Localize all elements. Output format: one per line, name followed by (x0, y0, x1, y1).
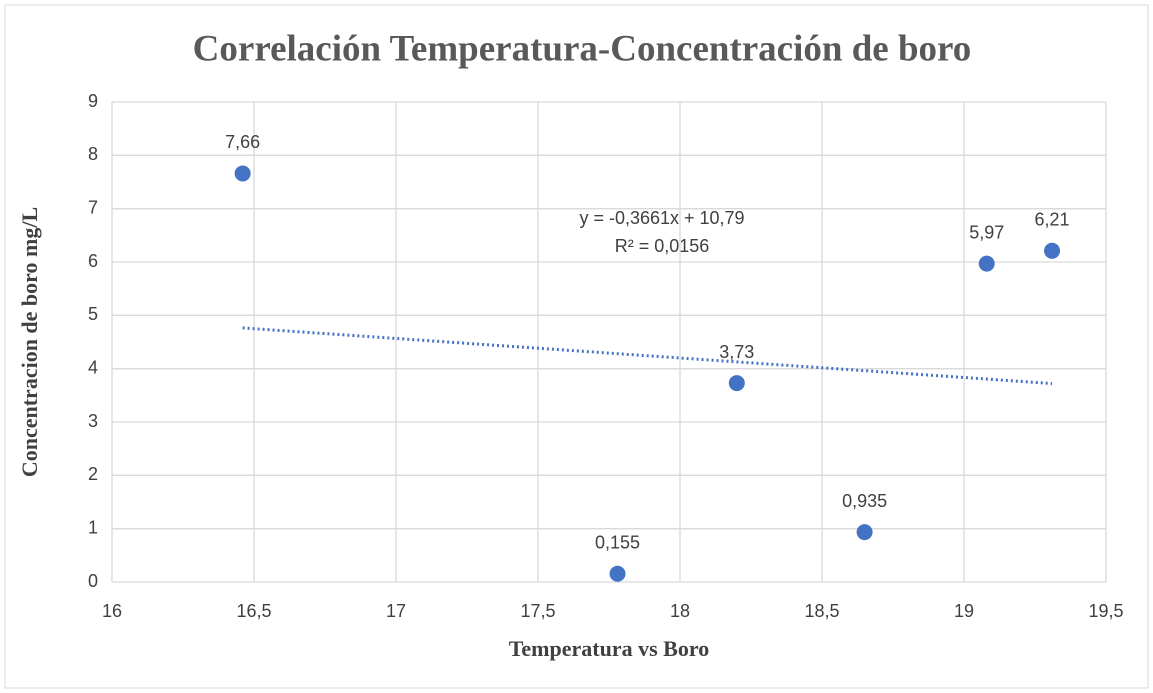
y-tick-label: 9 (88, 91, 98, 111)
y-tick-label: 5 (88, 304, 98, 324)
y-tick-label: 3 (88, 411, 98, 431)
data-label: 3,73 (719, 342, 754, 362)
y-tick-label: 1 (88, 517, 98, 537)
x-tick-label: 18,5 (804, 601, 839, 621)
x-tick-label: 18 (670, 601, 690, 621)
x-tick-label: 16 (102, 601, 122, 621)
x-tick-label: 19,5 (1088, 601, 1123, 621)
y-tick-label: 0 (88, 571, 98, 591)
chart-title: Correlación Temperatura-Concentración de… (193, 28, 972, 69)
data-label: 0,935 (842, 491, 887, 511)
x-tick-label: 17 (386, 601, 406, 621)
trendline (242, 326, 1053, 386)
trendline-equation: y = -0,3661x + 10,79 (579, 208, 744, 228)
y-tick-label: 8 (88, 144, 98, 164)
x-tick-label: 16,5 (236, 601, 271, 621)
point (1044, 242, 1061, 259)
x-axis-label: Temperatura vs Boro (509, 636, 709, 661)
point (609, 565, 626, 582)
point (978, 255, 995, 272)
chart-border (4, 4, 1149, 689)
point (856, 524, 873, 541)
data-label: 0,155 (595, 532, 640, 552)
data-label: 5,97 (969, 222, 1004, 242)
y-axis-label: Concentracion de boro mg/L (17, 207, 42, 477)
point (234, 165, 251, 182)
x-tick-label: 17,5 (520, 601, 555, 621)
data-label: 6,21 (1035, 210, 1070, 230)
y-tick-label: 2 (88, 464, 98, 484)
y-tick-label: 4 (88, 357, 98, 377)
y-tick-label: 6 (88, 251, 98, 271)
point (728, 375, 745, 392)
y-tick-label: 7 (88, 197, 98, 217)
x-tick-label: 19 (954, 601, 974, 621)
trendline-r2: R² = 0,0156 (615, 236, 710, 256)
data-label: 7,66 (225, 132, 260, 152)
